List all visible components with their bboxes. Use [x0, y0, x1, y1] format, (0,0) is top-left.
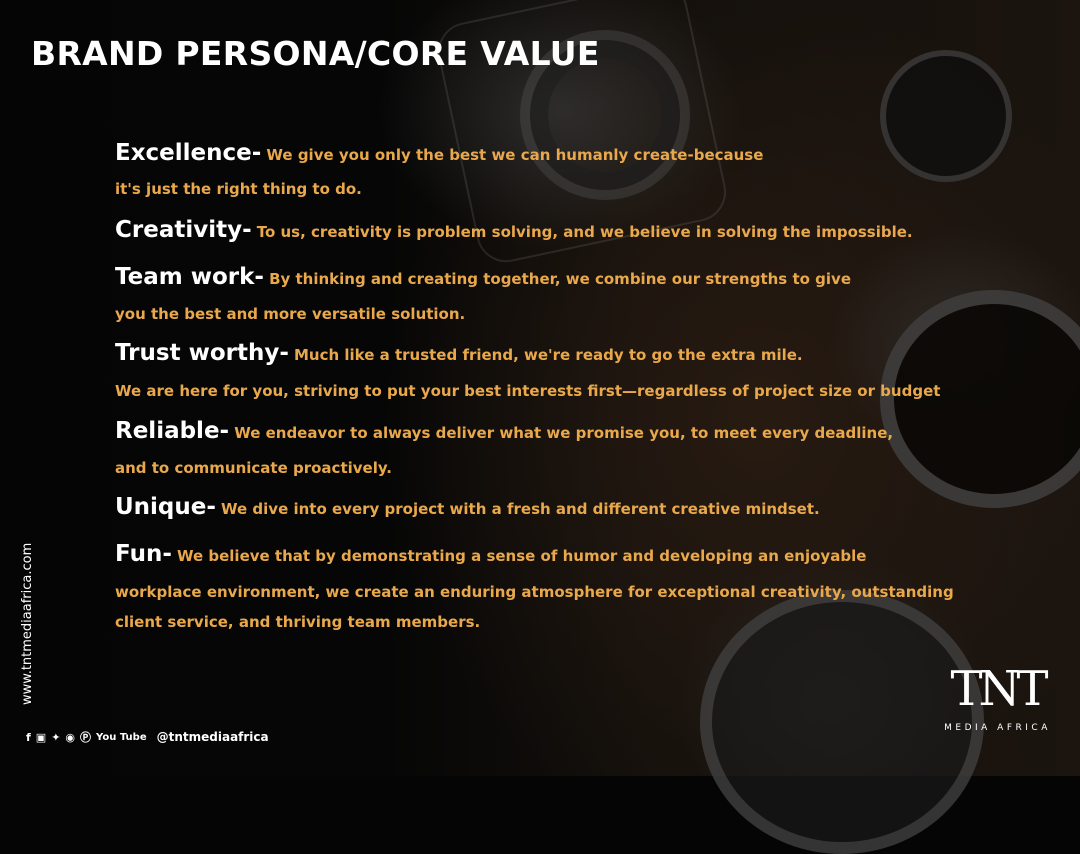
pinterest-icon[interactable]: Ⓟ	[80, 730, 92, 744]
value-creativity: Creativity- To us, creativity is problem…	[115, 217, 913, 243]
camera-lens-shape	[520, 30, 690, 200]
social-bar: f ▣ ✦ ◉ Ⓟ You Tube @tntmediaafrica	[26, 730, 269, 744]
page-title: BRAND PERSONA/CORE VALUE	[31, 34, 600, 73]
website-url[interactable]: www.tntmediaafrica.com	[20, 542, 35, 705]
linkedin-icon[interactable]: ◉	[65, 730, 76, 744]
value-fun: Fun- We believe that by demonstrating a …	[115, 541, 866, 567]
value-description: By thinking and creating together, we co…	[269, 270, 851, 288]
value-continuation: it's just the right thing to do.	[115, 180, 362, 198]
logo-subtitle: MEDIA AFRICA	[944, 723, 1051, 733]
value-reliable: Reliable- We endeavor to always deliver …	[115, 418, 893, 444]
value-term: Team work-	[115, 264, 264, 290]
facebook-icon[interactable]: f	[26, 730, 31, 744]
twitter-icon[interactable]: ✦	[51, 730, 61, 744]
value-continuation: you the best and more versatile solution…	[115, 305, 466, 323]
value-continuation: and to communicate proactively.	[115, 459, 392, 477]
value-term: Fun-	[115, 541, 172, 567]
watch-shape	[880, 50, 1012, 182]
brand-logo: TNT MEDIA AFRICA	[940, 665, 1055, 733]
value-term: Reliable-	[115, 418, 230, 444]
value-excellence: Excellence- We give you only the best we…	[115, 140, 763, 166]
value-description: Much like a trusted friend, we're ready …	[293, 346, 803, 364]
value-term: Unique-	[115, 494, 216, 520]
value-description: We endeavor to always deliver what we pr…	[234, 424, 894, 442]
value-term: Creativity-	[115, 217, 252, 243]
youtube-icon[interactable]: You Tube	[96, 731, 147, 743]
social-handle[interactable]: @tntmediaafrica	[156, 730, 269, 744]
logo-mark: TNT	[950, 661, 1048, 717]
value-description: We believe that by demonstrating a sense…	[176, 547, 867, 565]
value-description: To us, creativity is problem solving, an…	[256, 223, 913, 241]
value-description: We give you only the best we can humanly…	[266, 146, 764, 164]
value-trustworthy: Trust worthy- Much like a trusted friend…	[115, 340, 803, 366]
instagram-icon[interactable]: ▣	[35, 730, 47, 744]
value-continuation: workplace environment, we create an endu…	[115, 583, 954, 601]
value-description: We dive into every project with a fresh …	[221, 500, 820, 518]
value-term: Trust worthy-	[115, 340, 289, 366]
value-teamwork: Team work- By thinking and creating toge…	[115, 264, 851, 290]
value-unique: Unique- We dive into every project with …	[115, 494, 820, 520]
value-continuation: We are here for you, striving to put you…	[115, 382, 941, 400]
value-continuation: client service, and thriving team member…	[115, 613, 481, 631]
value-term: Excellence-	[115, 140, 262, 166]
